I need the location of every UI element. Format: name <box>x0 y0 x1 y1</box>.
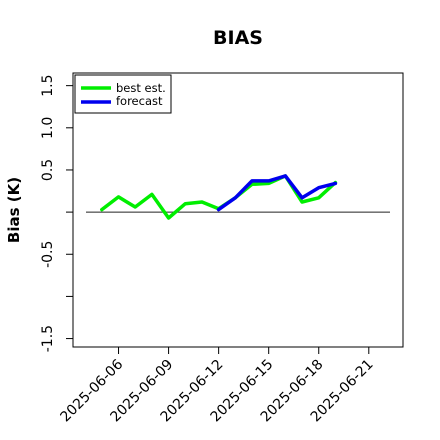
series-line-forecast <box>216 174 338 212</box>
y-tick-label: -0.5 <box>40 241 56 268</box>
legend: best est. forecast <box>74 74 172 114</box>
y-tick-label: 1.0 <box>40 117 56 139</box>
x-axis-ticks: 2025-06-062025-06-092025-06-122025-06-15… <box>58 347 377 425</box>
plot-frame <box>72 72 404 348</box>
series-layer <box>100 174 338 220</box>
y-tick-label: -1.5 <box>40 325 56 352</box>
chart-title: BIAS <box>213 27 263 49</box>
y-axis-label: Bias (K) <box>5 177 23 243</box>
y-tick-label: 0.5 <box>40 159 56 181</box>
y-axis-ticks: -1.5 -0.5 0.5 1.0 1.5 <box>40 75 73 352</box>
legend-box <box>74 74 172 114</box>
legend-label-best-est: best est. <box>116 81 166 95</box>
legend-label-forecast: forecast <box>116 94 163 108</box>
y-tick-label: 1.5 <box>40 75 56 97</box>
